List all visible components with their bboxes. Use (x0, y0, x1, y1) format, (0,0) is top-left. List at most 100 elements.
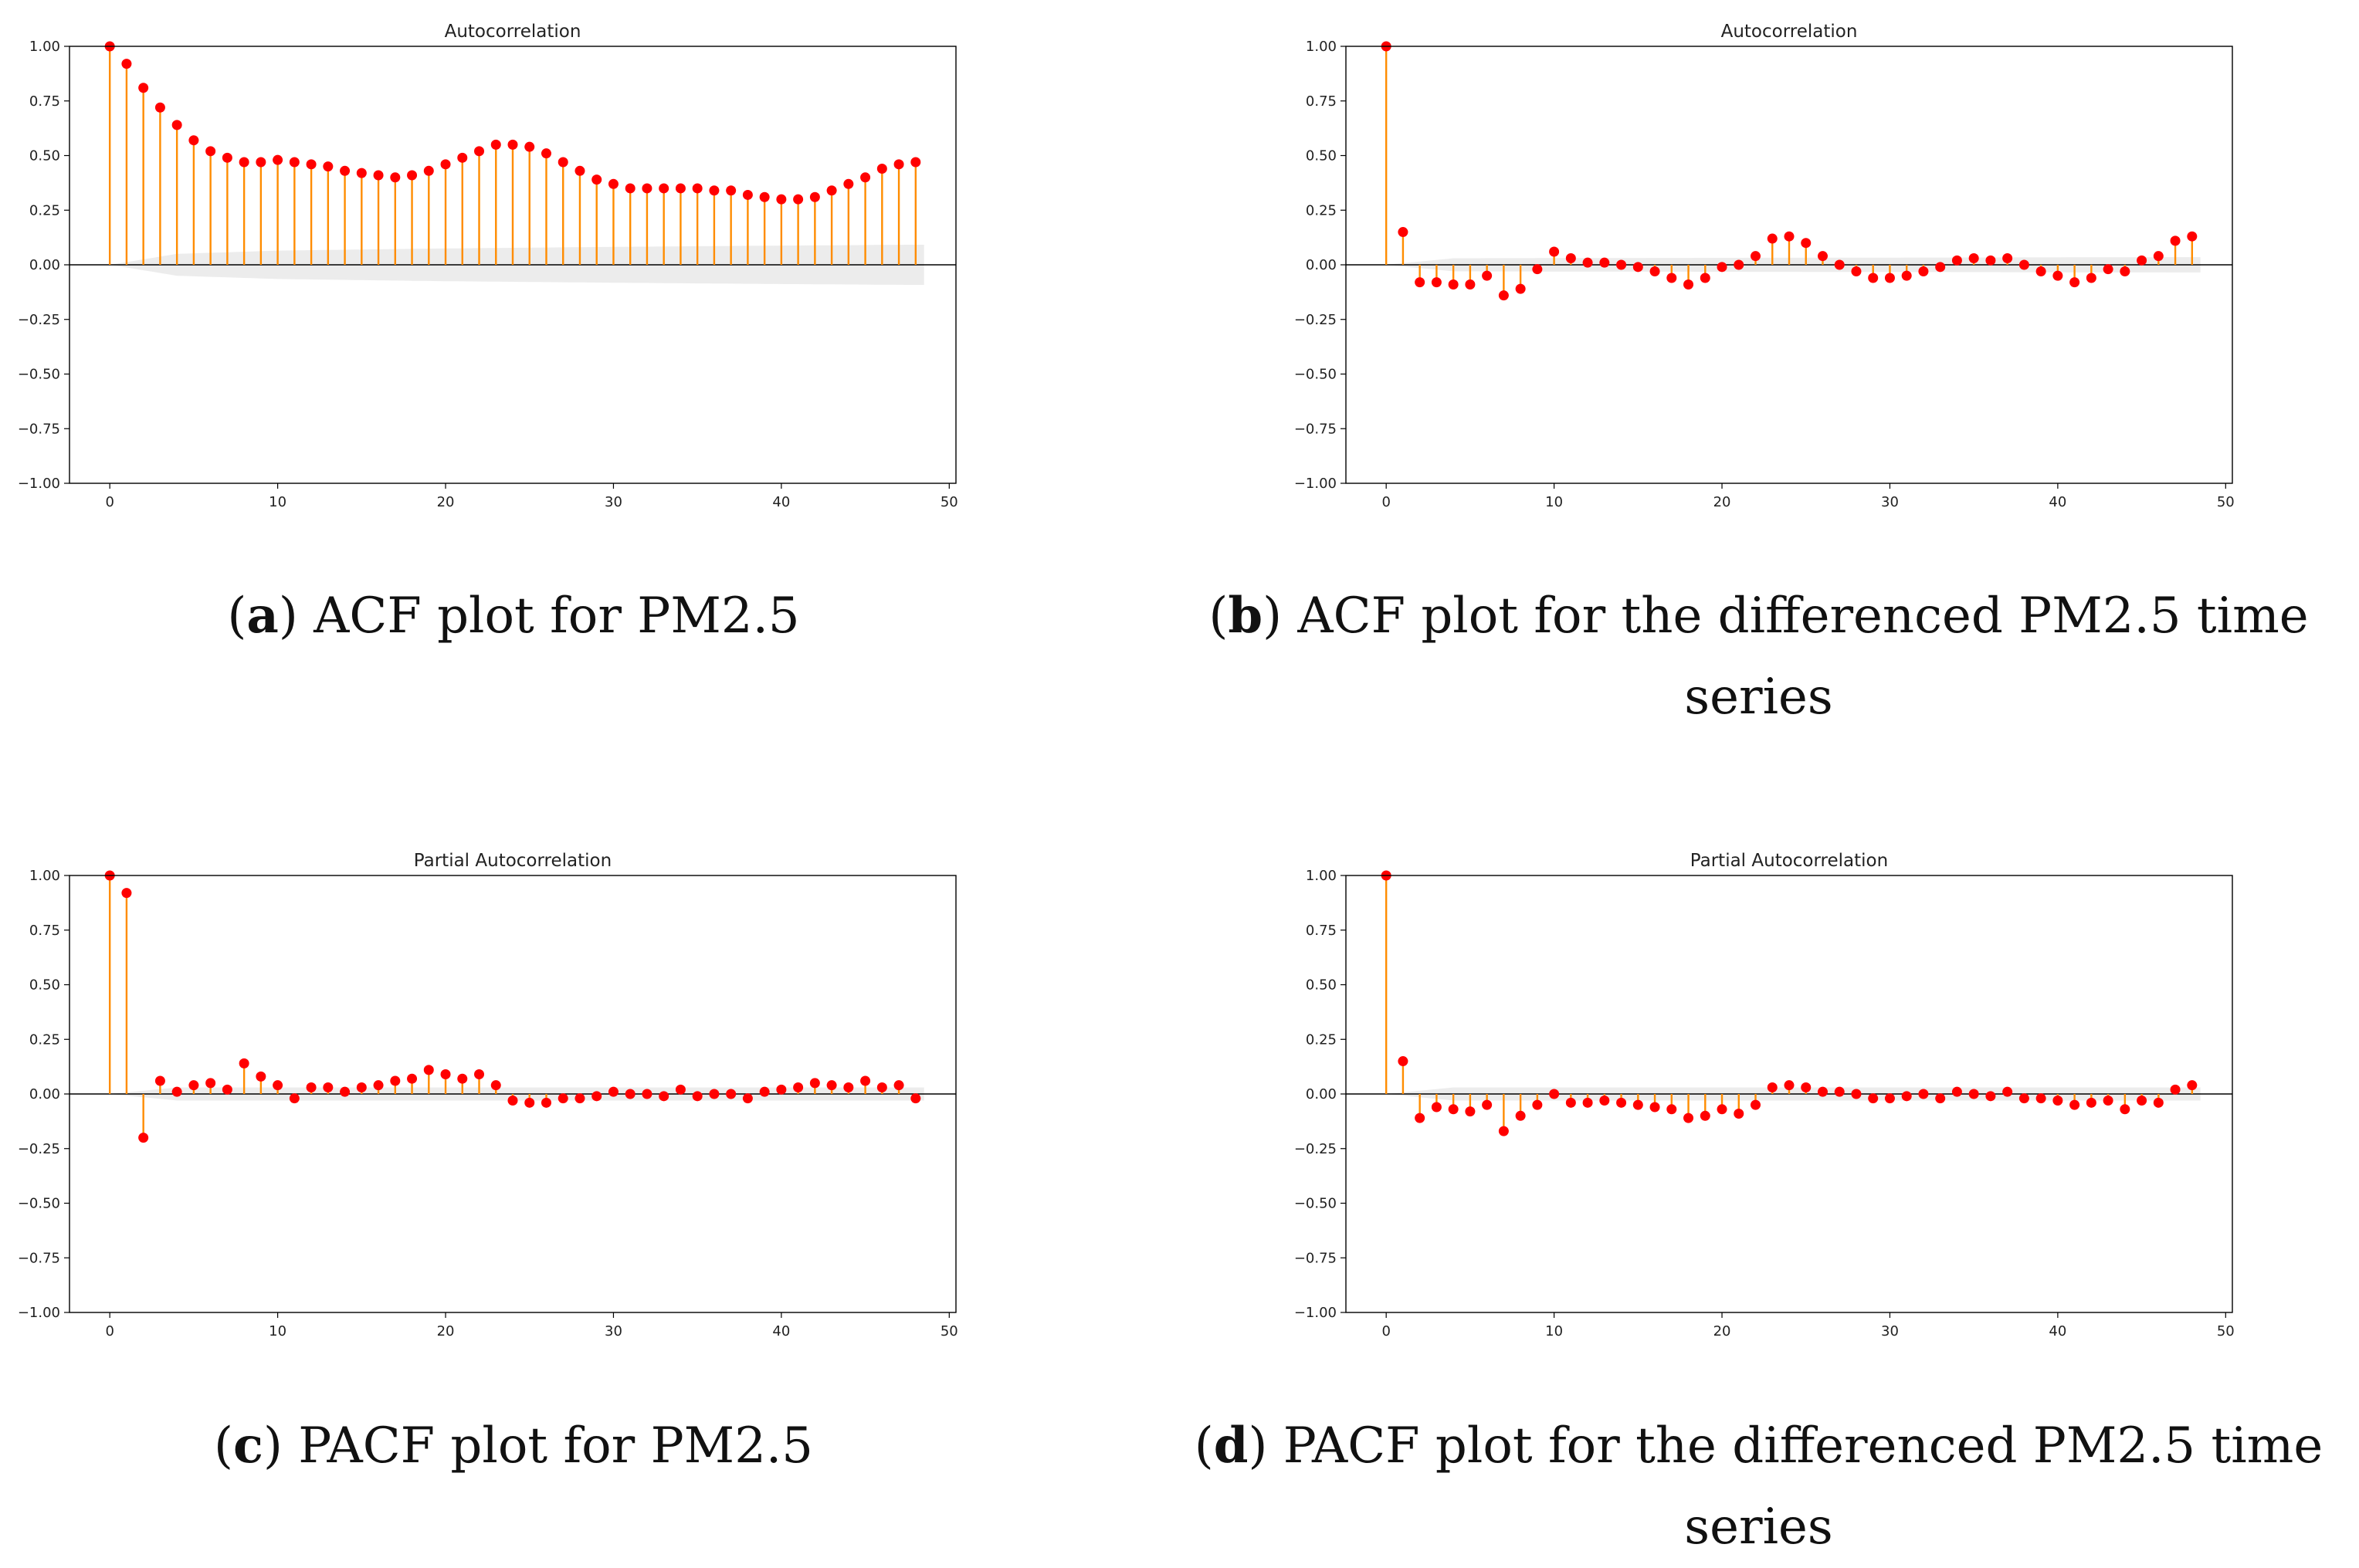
y-tick-label: 0.25 (1306, 1031, 1337, 1048)
data-point (1683, 279, 1694, 290)
caption-text: ACF plot for PM2.5 (314, 588, 800, 645)
data-point (1549, 1089, 1560, 1099)
data-point (625, 1089, 636, 1099)
data-point (2187, 231, 2198, 242)
data-point (759, 1086, 770, 1097)
data-point (1868, 1093, 1879, 1104)
data-point (1431, 1102, 1442, 1113)
data-point (205, 1078, 216, 1089)
y-tick-label: 0.00 (1306, 1086, 1337, 1102)
data-point (323, 161, 334, 172)
caption-text: PACF plot for the differenced PM2.5 time… (1283, 1417, 2323, 1556)
data-point (188, 135, 199, 146)
y-tick-label: 0.75 (1306, 923, 1337, 939)
data-point (2035, 266, 2046, 276)
data-point (373, 170, 384, 181)
y-tick-label: 1.00 (1306, 868, 1337, 884)
data-point (490, 139, 501, 150)
data-point (138, 1133, 149, 1143)
data-point (1599, 257, 1610, 268)
data-point (1666, 1104, 1677, 1115)
data-point (1734, 259, 1744, 270)
x-tick-label: 30 (605, 494, 622, 510)
data-point (474, 1069, 485, 1080)
x-tick-label: 0 (1381, 494, 1390, 510)
data-point (558, 1093, 568, 1104)
data-point (1632, 1099, 1643, 1110)
y-tick-label: 0.25 (1306, 202, 1337, 218)
data-point (1700, 1110, 1710, 1121)
data-point (591, 174, 602, 185)
y-tick-label: −0.25 (18, 1141, 60, 1157)
data-point (2052, 1095, 2063, 1106)
data-point (1951, 255, 1962, 266)
data-point (726, 185, 737, 196)
data-point (1398, 1056, 1408, 1067)
data-point (2018, 259, 2029, 270)
data-point (793, 194, 804, 205)
data-point (809, 1078, 820, 1089)
y-tick-label: −1.00 (18, 476, 60, 492)
data-point (809, 191, 820, 202)
chart-svg: 1.00 0.75 0.50 0.25 0.00 −0.25 −0.50 −0.75 −1.00… (1294, 22, 2235, 510)
data-point (457, 1073, 468, 1084)
data-point (675, 183, 686, 194)
chart-title: Partial Autocorrelation (1690, 851, 1888, 871)
data-point (239, 157, 249, 168)
data-point (256, 157, 266, 168)
data-point (1666, 273, 1677, 283)
y-tick-label: 0.50 (29, 148, 60, 164)
data-point (423, 165, 434, 176)
y-tick-label: 0.75 (29, 93, 60, 110)
data-point (742, 1093, 753, 1104)
x-tick-label: 0 (105, 494, 114, 510)
y-tick-label: −0.75 (1294, 421, 1337, 437)
data-point (2187, 1080, 2198, 1091)
data-point (692, 183, 703, 194)
data-point (273, 1080, 283, 1091)
data-point (1751, 1099, 1761, 1110)
data-point (1532, 1099, 1543, 1110)
data-point (2002, 1086, 2013, 1097)
data-point (1717, 262, 1727, 273)
data-point (692, 1091, 703, 1102)
data-point (1482, 1099, 1493, 1110)
data-point (524, 141, 535, 152)
data-point (457, 152, 468, 163)
data-point (843, 1082, 854, 1093)
caption-text: PACF plot for PM2.5 (298, 1417, 813, 1475)
data-point (2086, 1097, 2096, 1108)
y-tick-label: −0.75 (1294, 1250, 1337, 1266)
y-tick-label: 1.00 (29, 868, 60, 884)
data-point (1851, 266, 1862, 276)
data-point (910, 157, 921, 168)
data-point (1683, 1113, 1694, 1123)
data-point (323, 1082, 334, 1093)
data-point (843, 178, 854, 189)
data-point (1801, 238, 1812, 249)
data-point (121, 59, 132, 69)
data-point (759, 191, 770, 202)
data-point (625, 183, 636, 194)
y-tick-label: 0.75 (1306, 93, 1337, 110)
data-point (1901, 270, 1912, 281)
chart-svg: 1.00 0.75 0.50 0.25 0.00 −0.25 −0.50 −0.75 −1.00… (1294, 851, 2235, 1339)
data-point (709, 185, 720, 196)
caption-a: (a) ACF plot for PM2.5 (227, 587, 800, 645)
x-tick-label: 20 (437, 494, 455, 510)
data-point (2137, 1095, 2147, 1106)
data-point (1465, 1106, 1476, 1117)
data-point (1599, 1095, 1610, 1106)
data-point (2170, 235, 2181, 246)
data-point (1884, 1093, 1895, 1104)
data-point (1582, 1097, 1593, 1108)
x-tick-label: 0 (105, 1323, 114, 1339)
y-tick-label: 0.00 (1306, 257, 1337, 273)
x-tick-label: 10 (269, 1323, 286, 1339)
data-point (1918, 266, 1929, 276)
y-tick-label: −0.75 (18, 1250, 60, 1266)
data-point (1801, 1082, 1812, 1093)
data-point (2086, 273, 2096, 283)
y-tick-label: 0.25 (29, 1031, 60, 1048)
caption-b: (b) ACF plot for the differenced PM2.5 t… (1208, 587, 2309, 726)
